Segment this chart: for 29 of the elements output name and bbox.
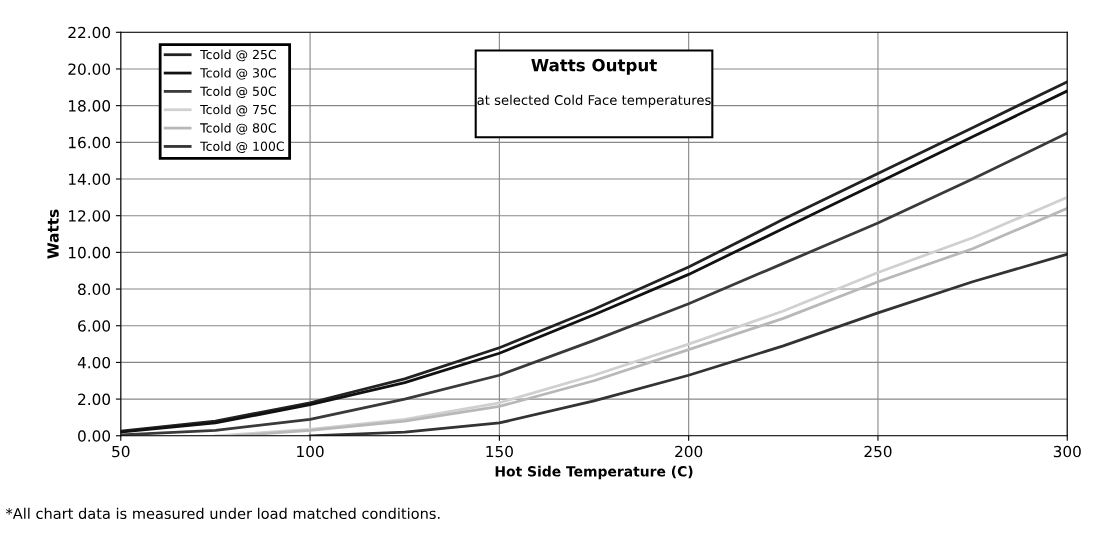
y-tick-label: 8.00 — [78, 283, 111, 296]
x-tick-label: 150 — [486, 445, 513, 458]
y-tick-label: 16.00 — [69, 136, 111, 149]
legend-label: Tcold @ 30C — [200, 67, 276, 80]
text: *All chart data is measured under load matched conditions. — [5, 507, 440, 520]
y-tick-label: 12.00 — [69, 210, 111, 222]
legend-label: Tcold @ 100C — [200, 141, 284, 153]
y-axis-title: Watts — [47, 209, 59, 259]
legend-label: Tcold @ 50C — [200, 86, 276, 98]
x-tick-label: 100 — [297, 445, 324, 458]
legend-label: Tcold @ 25C — [200, 49, 276, 62]
y-tick-label: 18.00 — [69, 100, 111, 112]
x-tick-label: 50 — [112, 445, 130, 458]
y-tick-label: 20.00 — [68, 63, 111, 75]
y-tick-label: 6.00 — [78, 320, 111, 332]
x-axis-title: Hot Side Temperature (C) — [495, 465, 693, 480]
legend-label: Tcold @ 75C — [200, 104, 276, 117]
y-tick-label: 4.00 — [77, 356, 111, 369]
y-tick-label: 22.00 — [68, 26, 111, 39]
x-tick-label: 300 — [1053, 445, 1081, 458]
y-tick-label: 0.00 — [78, 430, 111, 442]
x-tick-label: 250 — [864, 445, 892, 458]
text: Watts Output — [531, 58, 657, 75]
x-tick-label: 200 — [675, 445, 703, 458]
y-tick-label: 10.00 — [69, 246, 111, 259]
y-tick-label: 14.00 — [69, 173, 111, 186]
legend-label: Tcold @ 80C — [200, 122, 276, 135]
y-tick-label: 2.00 — [78, 393, 111, 406]
text: at selected Cold Face temperatures — [477, 94, 711, 108]
